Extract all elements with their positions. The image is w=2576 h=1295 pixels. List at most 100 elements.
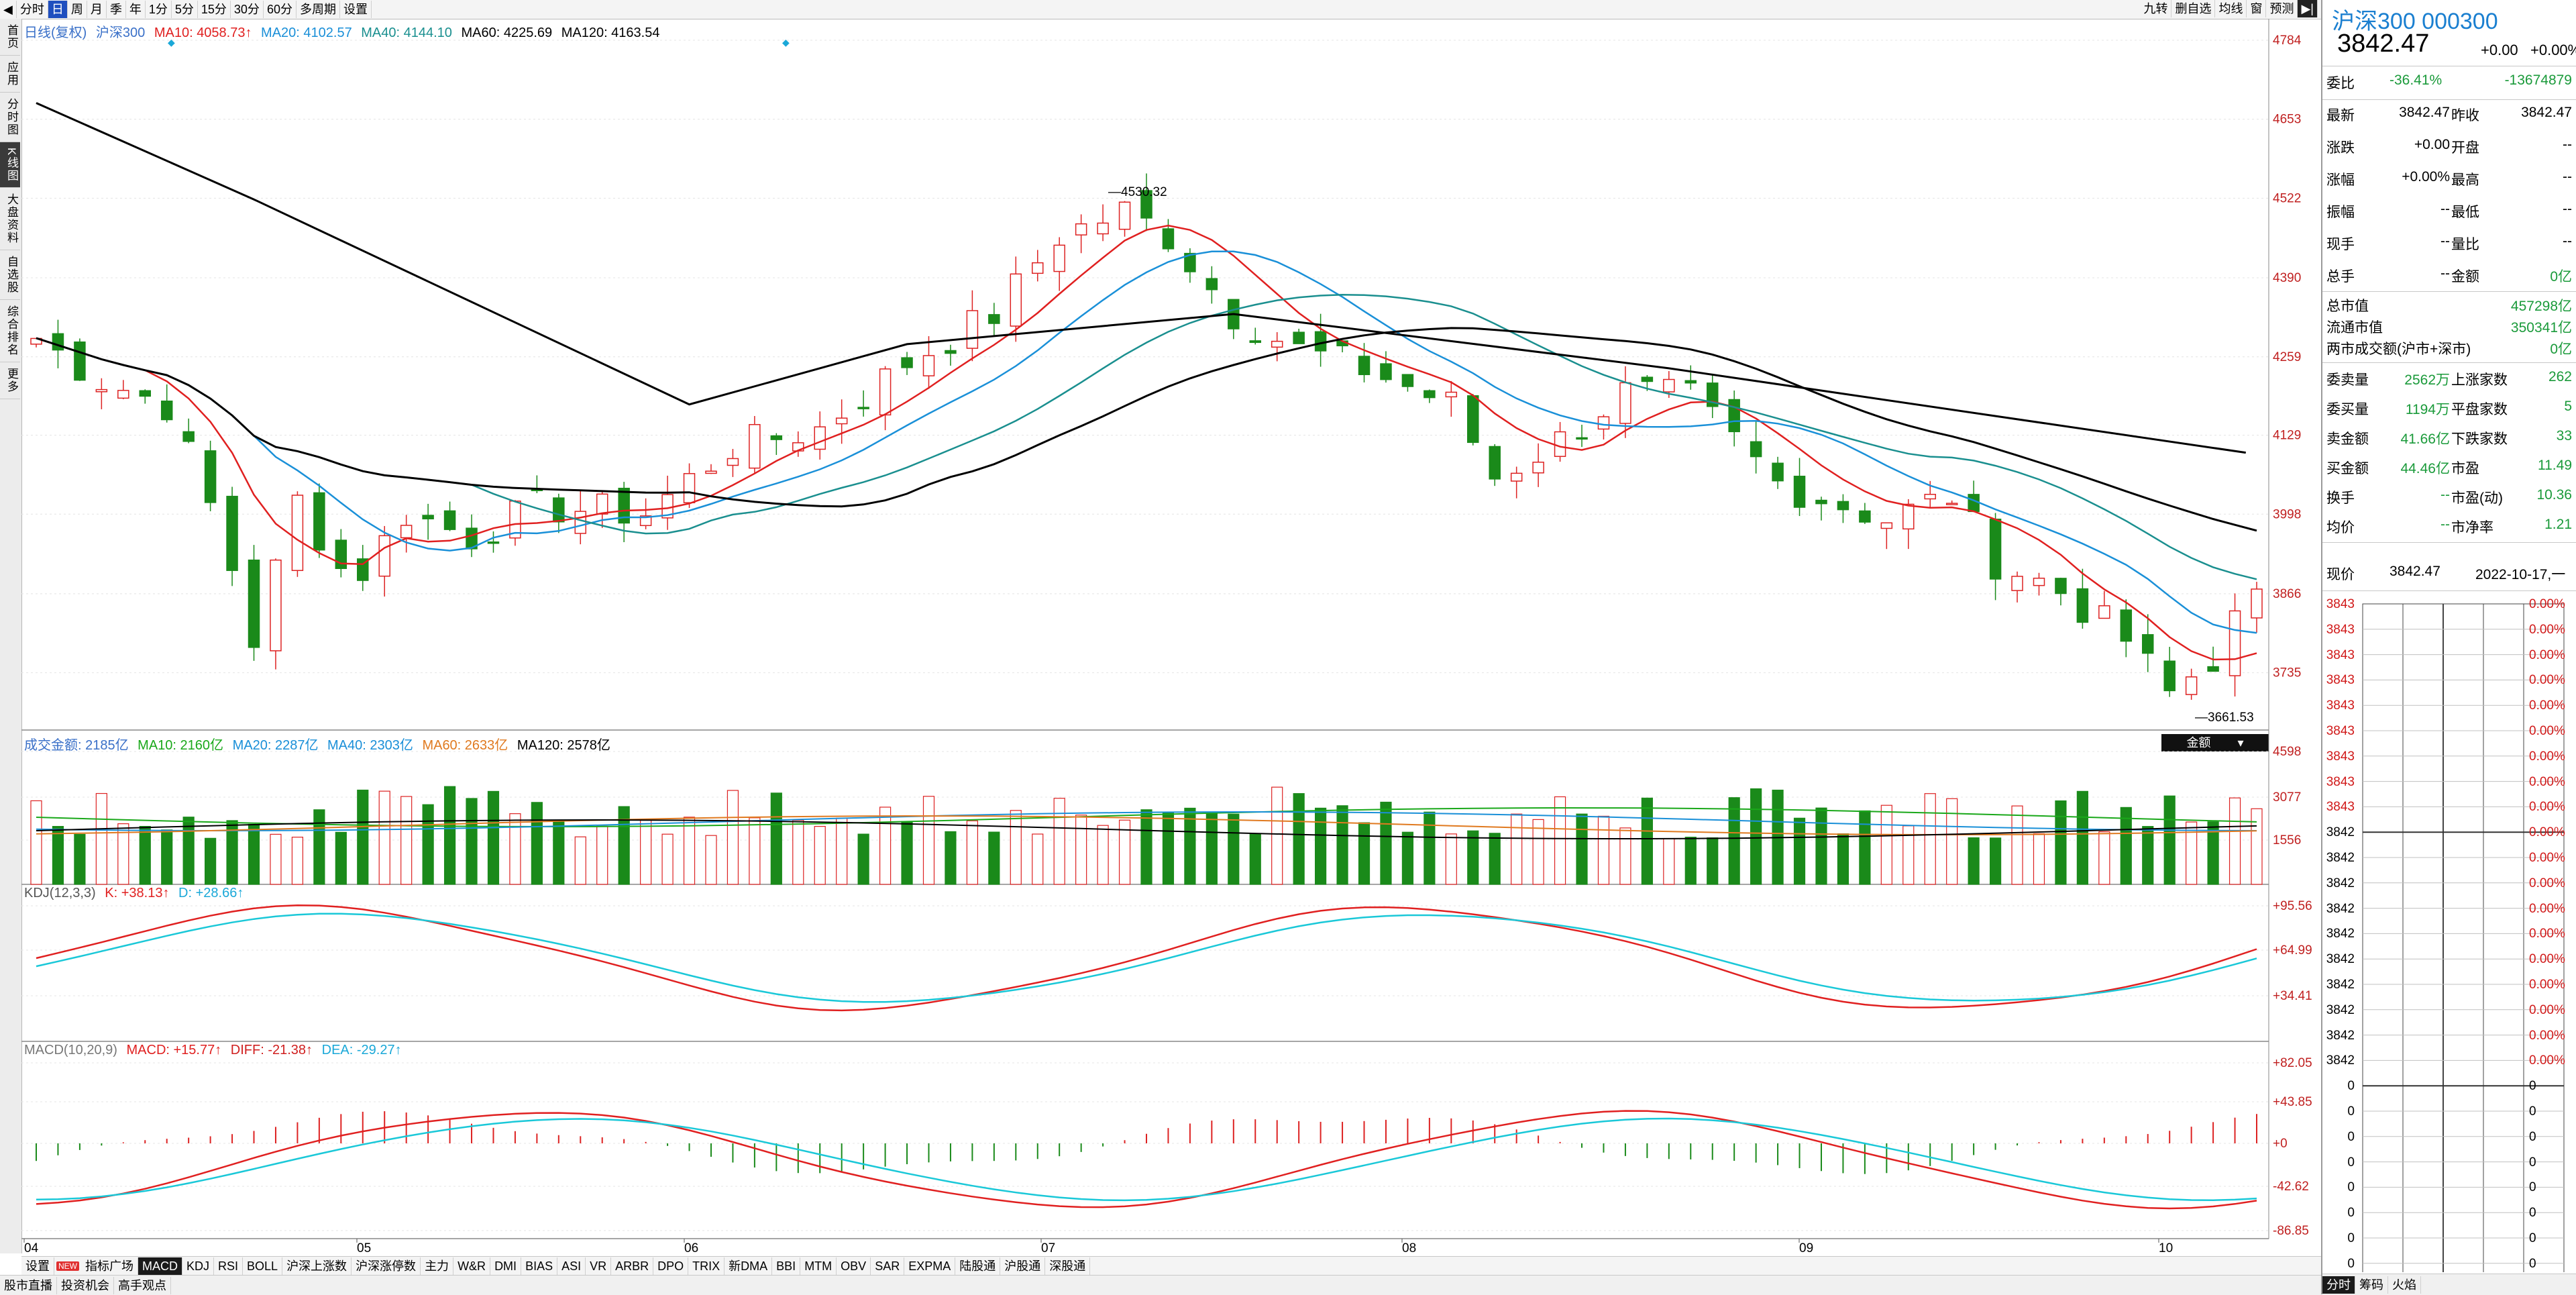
indicator-tab[interactable]: BIAS: [521, 1257, 558, 1275]
period-tab[interactable]: 30分: [231, 1, 264, 18]
indicator-tab[interactable]: VR: [586, 1257, 612, 1275]
sidebar-item[interactable]: 更多: [0, 362, 20, 400]
price-axis-label: 3998: [2273, 507, 2301, 521]
indicator-tab[interactable]: MTM: [800, 1257, 837, 1275]
quote-value: --: [2563, 137, 2572, 152]
chart-tool-button[interactable]: 窗: [2247, 0, 2267, 17]
quote-value: --: [2440, 266, 2450, 281]
indicator-tab[interactable]: 深股通: [1045, 1257, 1091, 1275]
indicator-tab[interactable]: 指标广场: [81, 1257, 138, 1275]
macd-axis-label: +0: [2273, 1137, 2288, 1151]
tick-pct: 0.00%: [2529, 978, 2565, 992]
indicator-tab[interactable]: 新DMA: [724, 1257, 773, 1275]
indicator-tab[interactable]: BBI: [772, 1257, 801, 1275]
period-tab[interactable]: 1分: [146, 1, 172, 18]
quote-label: 流通市值: [2326, 320, 2383, 335]
price-axis-label: 3735: [2273, 666, 2301, 680]
tick-pct: 0: [2529, 1206, 2536, 1221]
quote-value: 5: [2564, 399, 2572, 414]
quote-tab[interactable]: 筹码: [2355, 1276, 2388, 1294]
chart-tool-button[interactable]: 删自选: [2171, 0, 2216, 17]
quote-row: 卖金额 41.66亿 下跌家数 33: [2322, 428, 2576, 460]
indicator-tab[interactable]: 设置: [21, 1257, 54, 1275]
indicator-tab[interactable]: 沪深涨停数: [352, 1257, 421, 1275]
volume-axis-label: 1556: [2273, 833, 2301, 847]
indicator-tab[interactable]: SAR: [871, 1257, 905, 1275]
quote-label: 卖金额: [2326, 431, 2369, 447]
indicator-tab[interactable]: ASI: [557, 1257, 586, 1275]
quote-bottom-tabs: 分时 筹码 火焰: [2322, 1274, 2576, 1295]
indicator-tab[interactable]: MACD: [138, 1257, 182, 1275]
indicator-tab[interactable]: ARBR: [611, 1257, 654, 1275]
indicator-tab[interactable]: DMI: [490, 1257, 522, 1275]
tick-pct: 0.00%: [2529, 1053, 2565, 1068]
weibi-value: -36.41%: [2390, 72, 2443, 88]
quote-value: 44.46亿: [2400, 461, 2450, 476]
quote-tab[interactable]: 火焰: [2388, 1276, 2421, 1294]
main-legend: 日线(复权) 沪深300 MA10: 4058.73↑ MA20: 4102.5…: [24, 21, 665, 41]
period-tab[interactable]: 日: [48, 1, 68, 18]
quote-label: 总市值: [2326, 299, 2369, 314]
indicator-tab[interactable]: BOLL: [243, 1257, 283, 1275]
indicator-tab[interactable]: 沪股通: [1000, 1257, 1046, 1275]
price-axis-label: 4390: [2273, 271, 2301, 285]
indicator-tab[interactable]: OBV: [837, 1257, 871, 1275]
quote-label: 两市成交额(沪市+深市): [2326, 342, 2471, 357]
indicator-tab[interactable]: TRIX: [688, 1257, 725, 1275]
volume-type-select[interactable]: 金额 ▾: [2161, 734, 2269, 752]
indicator-tab[interactable]: DPO: [653, 1257, 689, 1275]
chart-tool-button[interactable]: 九转: [2140, 0, 2172, 17]
indicator-tab[interactable]: 主力: [421, 1257, 454, 1275]
volume-ma60: MA60: 2633亿: [422, 738, 508, 753]
kline-chart[interactable]: 4784 4653 4522 4390 4259 4129 3998 3866 3735 4598…: [21, 19, 2321, 1256]
quote-label: 开盘: [2451, 140, 2479, 156]
tick-price: 3843: [2326, 698, 2355, 713]
sidebar-item[interactable]: 综合排名: [0, 300, 20, 363]
kdj-axis-label: +34.41: [2273, 989, 2312, 1003]
sidebar-item[interactable]: 首页: [0, 19, 20, 56]
weibi-row: 委比 -36.41% -13674879: [2322, 72, 2576, 105]
period-tab[interactable]: 月: [87, 1, 107, 18]
chart-tool-button[interactable]: 均线: [2215, 0, 2247, 17]
sidebar-item[interactable]: 自选股: [0, 250, 20, 301]
quote-tab[interactable]: 分时: [2322, 1276, 2355, 1294]
indicator-tab[interactable]: RSI: [214, 1257, 244, 1275]
kdj-k: K: +38.13↑: [105, 886, 170, 900]
period-tab[interactable]: 多周期: [297, 1, 340, 18]
indicator-tab[interactable]: W&R: [453, 1257, 491, 1275]
tick-price: 3843: [2326, 749, 2355, 764]
period-tab[interactable]: 设置: [340, 1, 372, 18]
period-tab[interactable]: 季: [107, 1, 126, 18]
quote-value: +0.00%: [2402, 169, 2450, 185]
price-axis-label: 4653: [2273, 113, 2301, 127]
collapse-icon[interactable]: ◀: [0, 1, 17, 18]
sidebar-item[interactable]: 应用: [0, 56, 20, 93]
quote-value: 3842.47: [2521, 105, 2572, 120]
indicator-tab[interactable]: 沪深上涨数: [282, 1257, 352, 1275]
indicator-tab[interactable]: KDJ: [182, 1257, 215, 1275]
expand-panel-icon[interactable]: ▶|: [2298, 0, 2318, 17]
tick-price: 0: [2347, 1155, 2355, 1170]
indicator-tab[interactable]: 陆股通: [955, 1257, 1001, 1275]
period-tab[interactable]: 60分: [264, 1, 297, 18]
sidebar-item[interactable]: 分时图: [0, 93, 20, 142]
period-tab[interactable]: 5分: [172, 1, 198, 18]
quote-price: 3842.47: [2337, 30, 2430, 58]
period-tab[interactable]: 分时: [17, 1, 48, 18]
tick-price: 0: [2347, 1206, 2355, 1221]
volume-ma40: MA40: 2303亿: [327, 738, 413, 753]
chart-tool-button[interactable]: 预测: [2266, 0, 2298, 17]
price-axis-label: 4129: [2273, 429, 2301, 443]
period-tab[interactable]: 15分: [198, 1, 231, 18]
bottom-tab[interactable]: 股市直播: [0, 1276, 57, 1294]
indicator-tab[interactable]: EXPMA: [904, 1257, 956, 1275]
bottom-tab[interactable]: 投资机会: [57, 1276, 114, 1294]
weicha-value: -13674879: [2504, 72, 2572, 88]
tick-pct: 0: [2529, 1180, 2536, 1195]
period-tab[interactable]: 年: [126, 1, 146, 18]
sidebar-item[interactable]: K线图: [0, 142, 20, 189]
bottom-tab[interactable]: 高手观点: [114, 1276, 171, 1294]
sidebar-item[interactable]: 大盘资料: [0, 188, 20, 251]
date-axis-label: 10: [2159, 1241, 2173, 1255]
period-tab[interactable]: 周: [68, 1, 87, 18]
